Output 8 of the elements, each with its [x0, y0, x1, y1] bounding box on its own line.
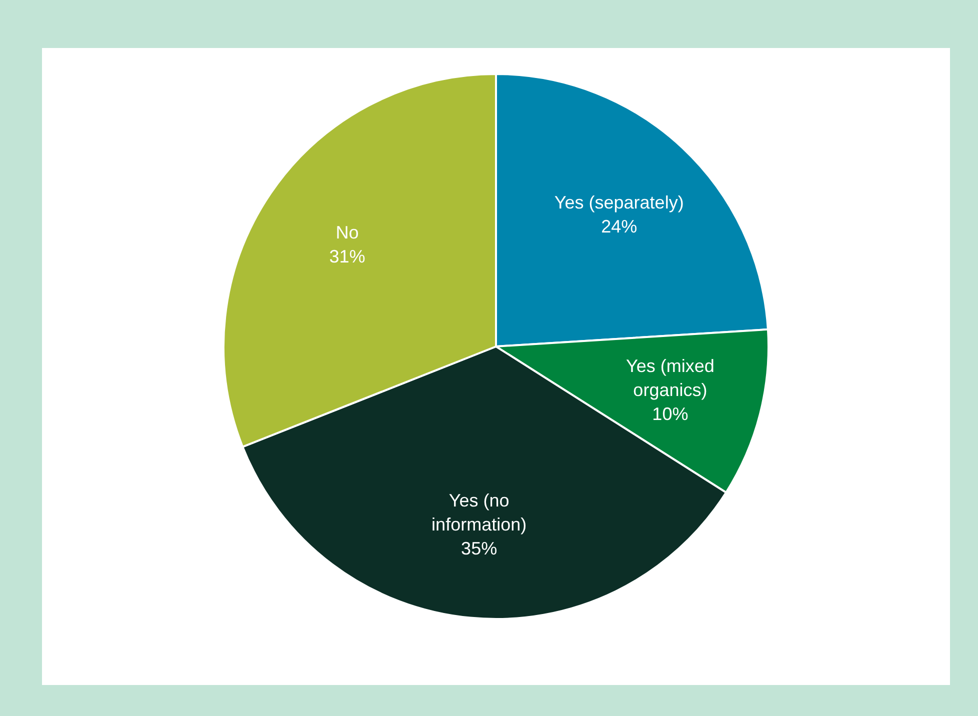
- slice-label: No: [336, 222, 359, 242]
- data-label: 24%: [601, 216, 638, 236]
- data-label: 35%: [461, 538, 498, 559]
- data-label: 31%: [329, 246, 366, 266]
- slice-label: Yes (mixed organics): [626, 356, 714, 400]
- data-label: 10%: [652, 404, 688, 424]
- slice-label: Yes (no information): [432, 490, 527, 535]
- slice-label: Yes (separately): [554, 192, 684, 212]
